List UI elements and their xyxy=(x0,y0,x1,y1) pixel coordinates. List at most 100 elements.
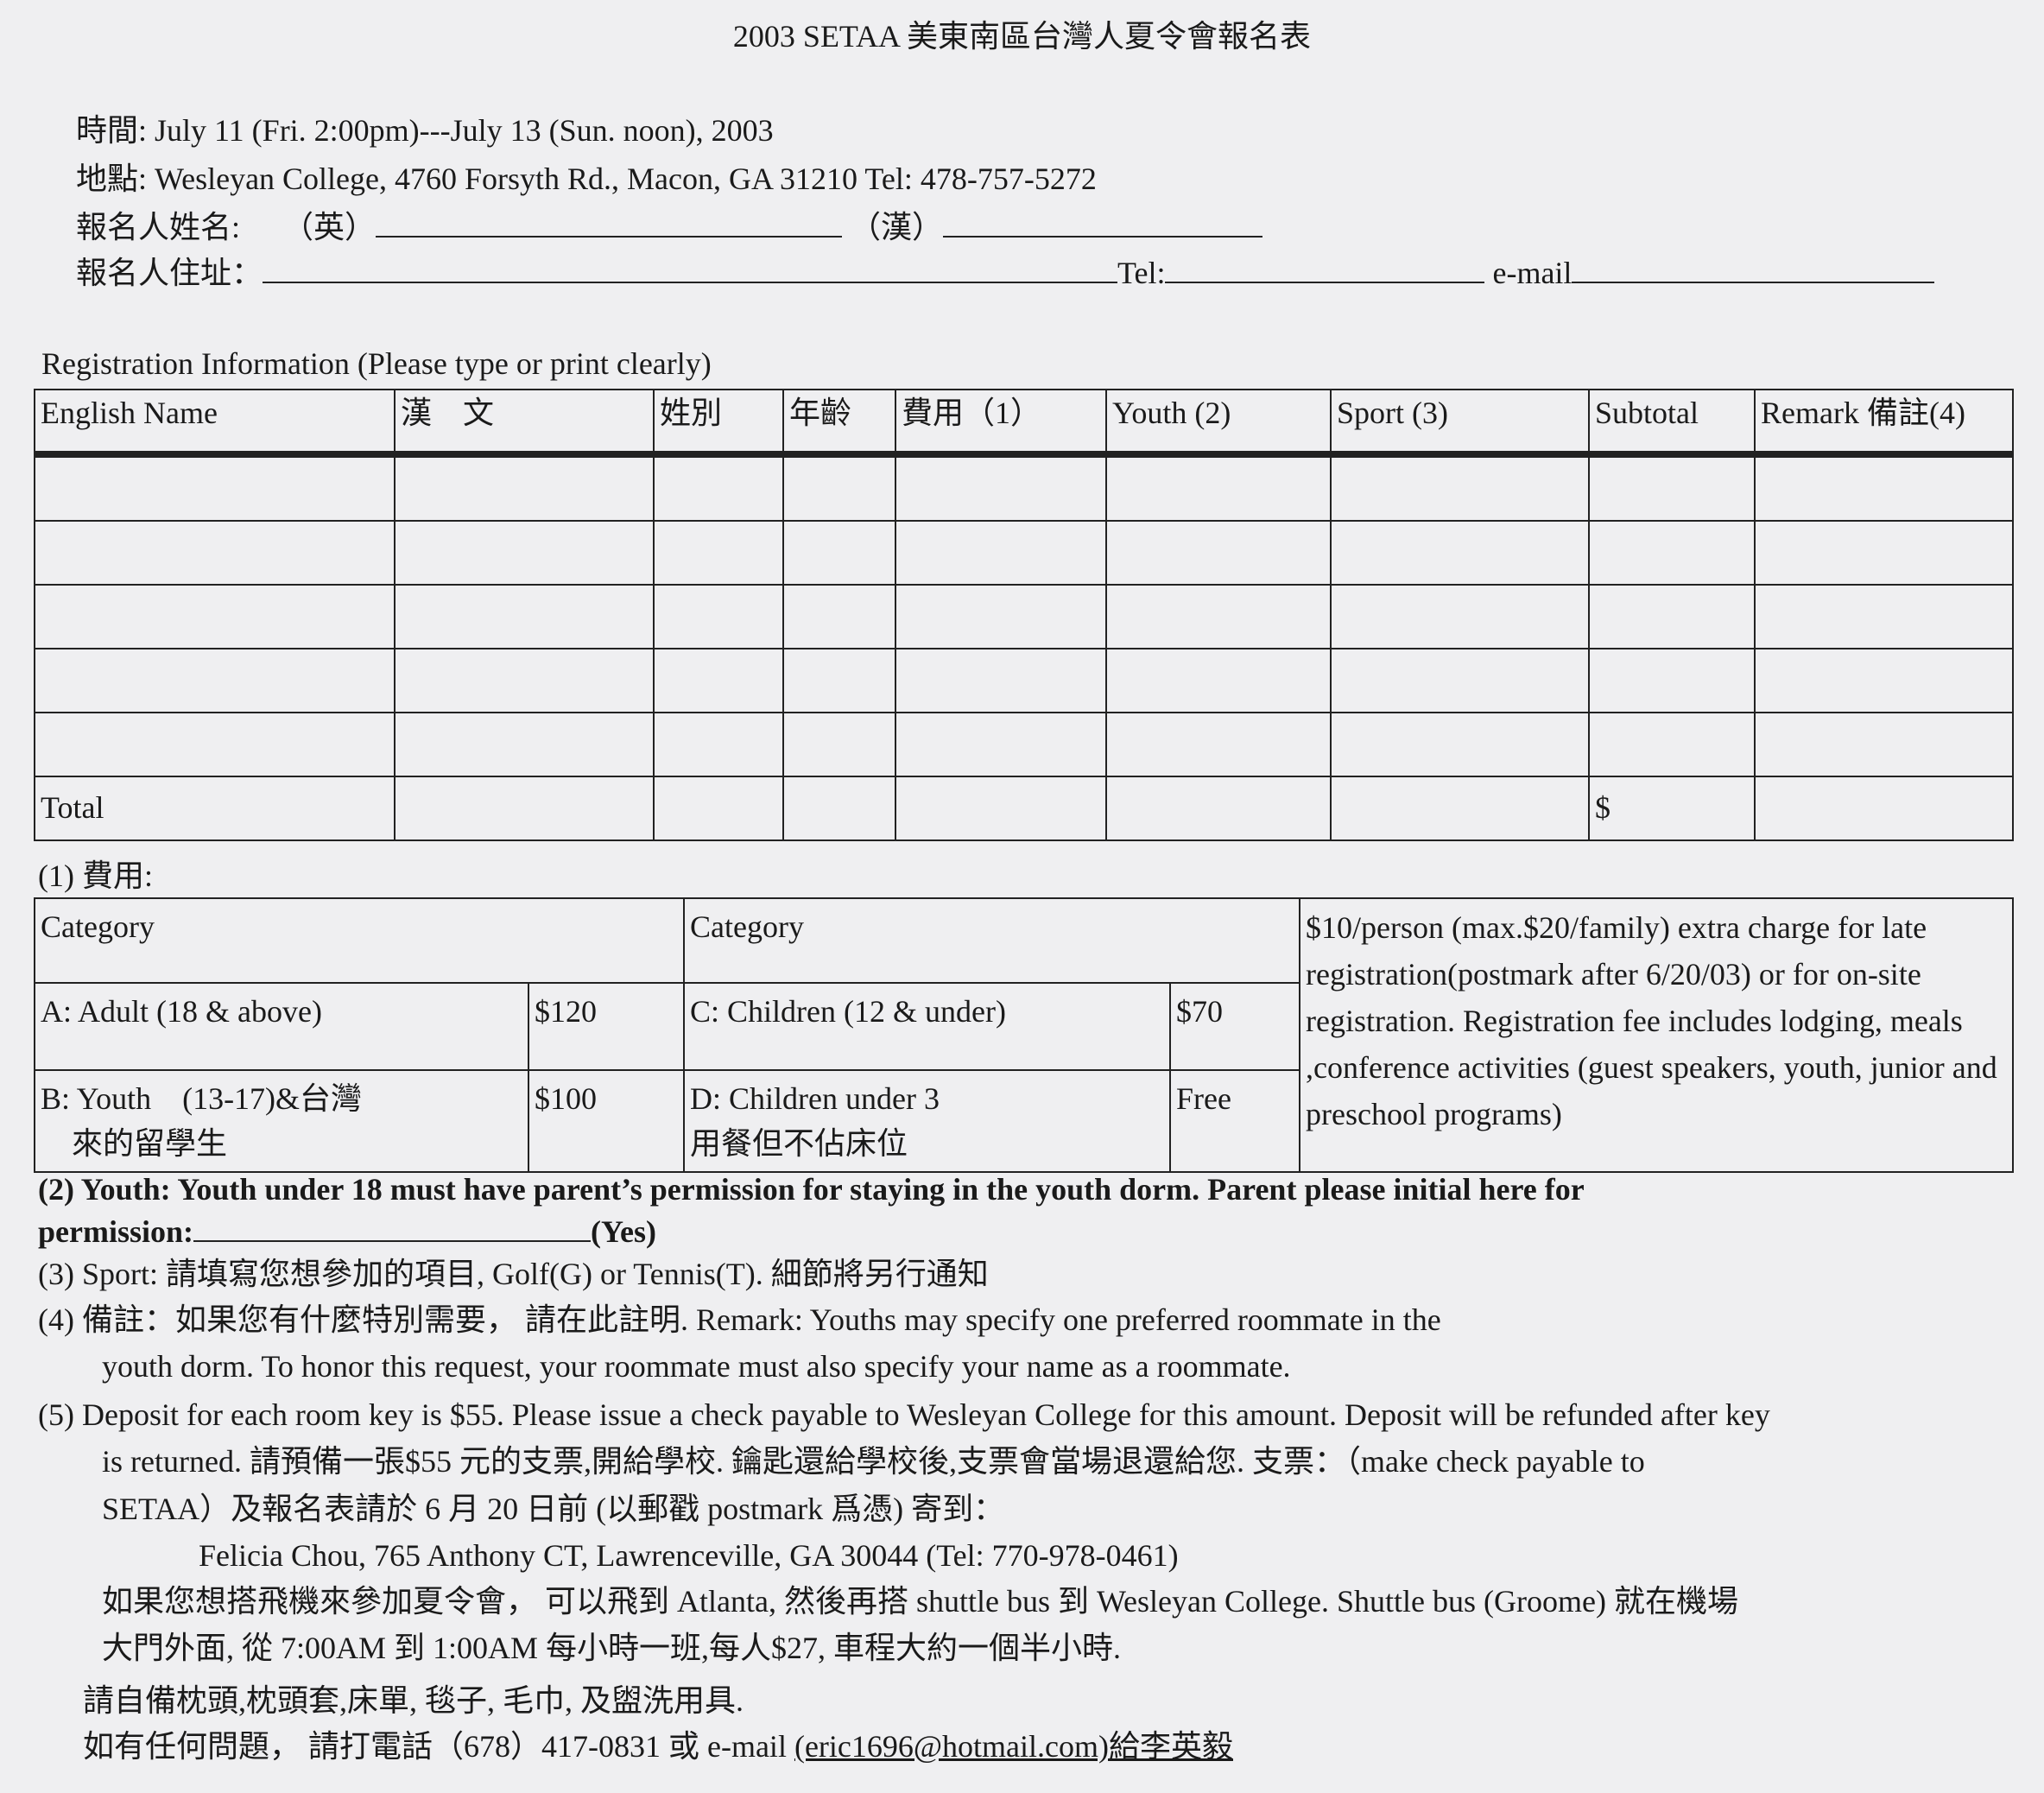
name-row: 報名人姓名: （英） （漢） xyxy=(76,210,1263,244)
registration-cell[interactable] xyxy=(1330,712,1590,777)
mail-to-address: Felicia Chou, 765 Anthony CT, Lawrencevi… xyxy=(199,1538,1179,1573)
registration-cell[interactable] xyxy=(1330,584,1590,649)
note-2-line1: (2) Youth: Youth under 18 must have pare… xyxy=(38,1172,1585,1207)
registration-cell[interactable] xyxy=(34,712,396,777)
registration-row xyxy=(34,520,2014,586)
registration-cell[interactable] xyxy=(1105,520,1332,586)
registration-cell[interactable] xyxy=(1105,584,1332,649)
registration-cell[interactable] xyxy=(1754,648,2014,713)
late-fee-note: $10/person (max.$20/family) extra charge… xyxy=(1299,896,2014,1174)
name-zh-field[interactable] xyxy=(943,210,1263,238)
event-time: 時間: July 11 (Fri. 2:00pm)---July 13 (Sun… xyxy=(76,113,774,148)
fee-category-header-2: Category xyxy=(683,897,1300,984)
contact-email-link[interactable]: (eric1696@hotmail.com)給李英毅 xyxy=(794,1729,1233,1764)
total-subtotal-cell[interactable]: $ xyxy=(1588,776,1756,841)
youth-label: B: Youth (13-17)&台灣 xyxy=(41,1081,363,1116)
note-5-line2: is returned. 請預備一張$55 元的支票,開給學校. 鑰匙還給學校後… xyxy=(102,1444,1645,1479)
registration-cell[interactable] xyxy=(1754,712,2014,777)
name-en-field[interactable] xyxy=(376,210,843,238)
registration-row xyxy=(34,712,2014,777)
total-cell[interactable] xyxy=(394,776,655,841)
column-header: Remark 備註(4) xyxy=(1754,389,2014,458)
registration-cell[interactable] xyxy=(34,453,396,522)
registration-cell[interactable] xyxy=(394,648,655,713)
column-header: Sport (3) xyxy=(1330,389,1590,458)
registration-cell[interactable] xyxy=(394,520,655,586)
registration-cell[interactable] xyxy=(653,712,784,777)
registration-cell[interactable] xyxy=(653,648,784,713)
registration-cell[interactable] xyxy=(1754,520,2014,586)
total-cell[interactable] xyxy=(653,776,784,841)
fee-category-infant: D: Children under 3 用餐但不佔床位 xyxy=(683,1068,1171,1174)
registration-cell[interactable] xyxy=(1105,648,1332,713)
registration-cell[interactable] xyxy=(34,584,396,649)
fees-table: Category Category $10/person (max.$20/fa… xyxy=(34,896,2014,1174)
fee-price-infant: Free xyxy=(1169,1068,1300,1174)
registration-table: English Name 漢 文姓別 年齡 費用（1） Youth (2) Sport (… xyxy=(34,389,2014,841)
registration-cell[interactable] xyxy=(1105,712,1332,777)
registration-cell[interactable] xyxy=(1105,453,1332,522)
registration-cell[interactable] xyxy=(394,453,655,522)
address-field[interactable] xyxy=(263,256,1118,283)
permission-yes: (Yes) xyxy=(591,1214,656,1249)
note-5-line3: SETAA）及報名表請於 6 月 20 日前 (以郵戳 postmark 爲憑)… xyxy=(102,1492,1005,1526)
registration-cell[interactable] xyxy=(1588,584,1756,649)
flight-info-line1: 如果您想搭飛機來參加夏令會， 可以飛到 Atlanta, 然後再搭 shuttl… xyxy=(102,1584,1738,1619)
registration-cell[interactable] xyxy=(1588,712,1756,777)
fees-caption: (1) 費用: xyxy=(38,858,153,893)
note-5-line1: (5) Deposit for each room key is $55. Pl… xyxy=(38,1397,1770,1432)
registration-cell[interactable] xyxy=(782,584,896,649)
fee-price-children: $70 xyxy=(1169,982,1300,1071)
youth-label-line2: 來的留學生 xyxy=(72,1126,228,1162)
fee-price-adult: $120 xyxy=(528,982,685,1071)
registration-cell[interactable] xyxy=(782,520,896,586)
registration-cell[interactable] xyxy=(782,648,896,713)
registration-cell[interactable] xyxy=(895,520,1107,586)
total-cell[interactable] xyxy=(782,776,896,841)
registration-cell[interactable] xyxy=(1588,453,1756,522)
registration-cell[interactable] xyxy=(895,648,1107,713)
registration-row xyxy=(34,453,2014,522)
note-2-line2: permission: (Yes) xyxy=(38,1214,656,1247)
registration-cell[interactable] xyxy=(34,520,396,586)
email-field[interactable] xyxy=(1572,256,1935,283)
registration-cell[interactable] xyxy=(895,453,1107,522)
registration-cell[interactable] xyxy=(394,584,655,649)
name-en-label: （英） xyxy=(282,210,377,244)
registration-cell[interactable] xyxy=(394,712,655,777)
permission-initial-field[interactable] xyxy=(193,1214,591,1242)
registration-cell[interactable] xyxy=(782,453,896,522)
infant-label: D: Children under 3 xyxy=(690,1081,940,1116)
registration-cell[interactable] xyxy=(895,712,1107,777)
registration-cell[interactable] xyxy=(895,584,1107,649)
registration-cell[interactable] xyxy=(653,584,784,649)
registration-cell[interactable] xyxy=(653,520,784,586)
registration-cell[interactable] xyxy=(1330,453,1590,522)
column-header: 費用（1） xyxy=(895,389,1107,458)
total-cell[interactable] xyxy=(1105,776,1332,841)
column-header: 漢 文 xyxy=(394,389,655,458)
registration-cell[interactable] xyxy=(1330,648,1590,713)
total-cell[interactable] xyxy=(895,776,1107,841)
registration-cell[interactable] xyxy=(1754,584,2014,649)
column-header: 姓別 xyxy=(653,389,784,458)
note-3: (3) Sport: 請填寫您想參加的項目, Golf(G) or Tennis… xyxy=(38,1257,989,1291)
total-cell[interactable] xyxy=(1330,776,1590,841)
fee-category-adult: A: Adult (18 & above) xyxy=(34,982,529,1071)
total-row: Total $ xyxy=(34,776,2014,841)
registration-cell[interactable] xyxy=(653,453,784,522)
registration-cell[interactable] xyxy=(1754,453,2014,522)
contact-line: 如有任何問題， 請打電話（678）417-0831 或 e-mail (eric… xyxy=(83,1731,1233,1762)
registration-cell[interactable] xyxy=(782,712,896,777)
tel-field[interactable] xyxy=(1165,256,1485,283)
fee-category-children: C: Children (12 & under) xyxy=(683,982,1171,1071)
registration-cell[interactable] xyxy=(1588,648,1756,713)
registration-cell[interactable] xyxy=(34,648,396,713)
registration-caption: Registration Information (Please type or… xyxy=(41,346,712,381)
registration-cell[interactable] xyxy=(1588,520,1756,586)
registration-cell[interactable] xyxy=(1330,520,1590,586)
column-header: English Name xyxy=(34,389,396,458)
email-label: e-mail xyxy=(1492,256,1573,290)
total-cell[interactable] xyxy=(1754,776,2014,841)
infant-label-line2: 用餐但不佔床位 xyxy=(690,1126,908,1162)
